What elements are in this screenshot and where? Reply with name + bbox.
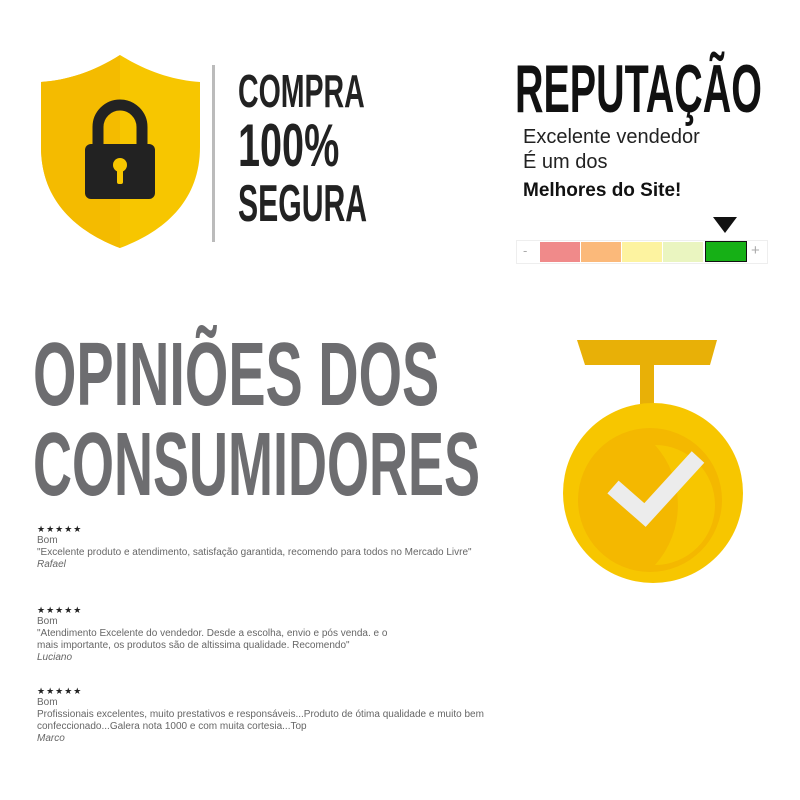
level-indicator-arrow-icon: [713, 217, 737, 233]
scale-minus: -: [523, 243, 528, 258]
scale-segment-2: [581, 242, 621, 262]
medal-check-icon: [563, 340, 743, 583]
opinions-title-line2: CONSUMIDORES: [33, 415, 481, 515]
secure-line3: SEGURA: [238, 175, 368, 233]
review-author: Luciano: [37, 652, 73, 663]
review-text: "Excelente produto e atendimento, satisf…: [37, 547, 472, 558]
reputation-line2: É um dos: [523, 151, 608, 173]
review-text: "Atendimento Excelente do vendedor. Desd…: [37, 628, 388, 651]
review-item: ★★★★★ Bom "Atendimento Excelente do vend…: [37, 604, 397, 664]
star-rating: ★★★★★: [37, 686, 83, 696]
review-rating: Bom: [37, 535, 58, 546]
secure-line1: COMPRA: [238, 65, 365, 117]
review-author: Marco: [37, 733, 65, 744]
scale-segment-5: [705, 241, 747, 262]
review-item: ★★★★★ Bom Profissionais excelentes, muit…: [37, 685, 512, 745]
star-rating: ★★★★★: [37, 524, 83, 534]
reputation-line3: Melhores do Site!: [523, 180, 682, 201]
shield-lock-icon: [41, 55, 200, 248]
opinions-title-line1: OPINIÕES DOS: [33, 325, 440, 425]
secure-line2: 100%: [238, 112, 340, 179]
divider: [212, 65, 215, 242]
reputation-scale: - +: [516, 240, 768, 264]
scale-plus: +: [751, 242, 760, 259]
scale-segment-4: [663, 242, 703, 262]
reputation-line1: Excelente vendedor: [523, 126, 700, 148]
review-rating: Bom: [37, 616, 58, 627]
star-rating: ★★★★★: [37, 605, 83, 615]
scale-segment-3: [622, 242, 662, 262]
review-rating: Bom: [37, 697, 58, 708]
review-author: Rafael: [37, 559, 66, 570]
review-text: Profissionais excelentes, muito prestati…: [37, 709, 484, 732]
review-item: ★★★★★ Bom "Excelente produto e atendimen…: [37, 523, 537, 571]
reputation-title: REPUTAÇÃO: [515, 51, 762, 127]
scale-segment-1: [540, 242, 580, 262]
